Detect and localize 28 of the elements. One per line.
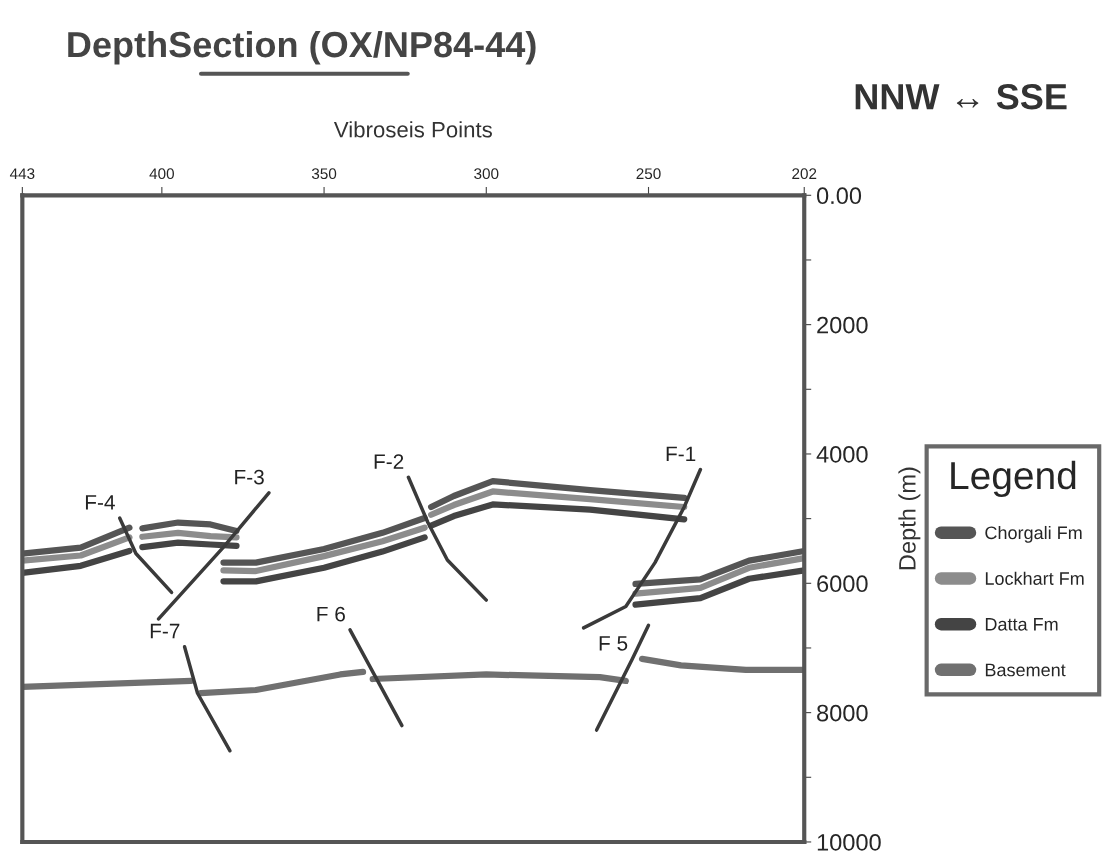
x-tick-label: 400 (149, 168, 174, 180)
y-tick-label: 8000 (817, 704, 868, 722)
y-tick-label: 10000 (817, 834, 881, 851)
x-tick-label: 443 (9, 168, 35, 180)
y-tick-label: 2000 (817, 316, 868, 334)
annotation: F-3 (235, 469, 264, 485)
x-tick-label: 202 (792, 168, 817, 180)
y-tick-label: 0.00 (816, 187, 862, 205)
legend-label: Datta Fm (985, 618, 1058, 631)
legend-label: Lockhart Fm (985, 571, 1084, 585)
annotation: F 5 (599, 636, 628, 651)
x-tick-label: 350 (311, 168, 337, 180)
annotation: F-4 (85, 495, 115, 510)
chart-title: DepthSection (OX/NP84-44) (68, 30, 536, 65)
text: NNW ↔ SSE (855, 83, 1067, 110)
legend-label: Basement (985, 663, 1066, 677)
y-axis-title: Depth (m) (898, 467, 921, 570)
x-tick-label: 300 (474, 168, 499, 180)
annotation: F 6 (317, 606, 345, 622)
annotation: F-1 (666, 446, 696, 461)
y-tick-label: 4000 (816, 446, 868, 463)
annotation: F-2 (374, 454, 404, 469)
x-tick-label: 250 (636, 168, 661, 180)
y-tick-label: 6000 (817, 575, 868, 593)
legend-label: Chorgali Fm (985, 525, 1082, 543)
annotation: F-7 (150, 623, 180, 639)
x-axis-title: Vibroseis Points (333, 121, 492, 138)
legend-title: Legend (951, 460, 1076, 498)
